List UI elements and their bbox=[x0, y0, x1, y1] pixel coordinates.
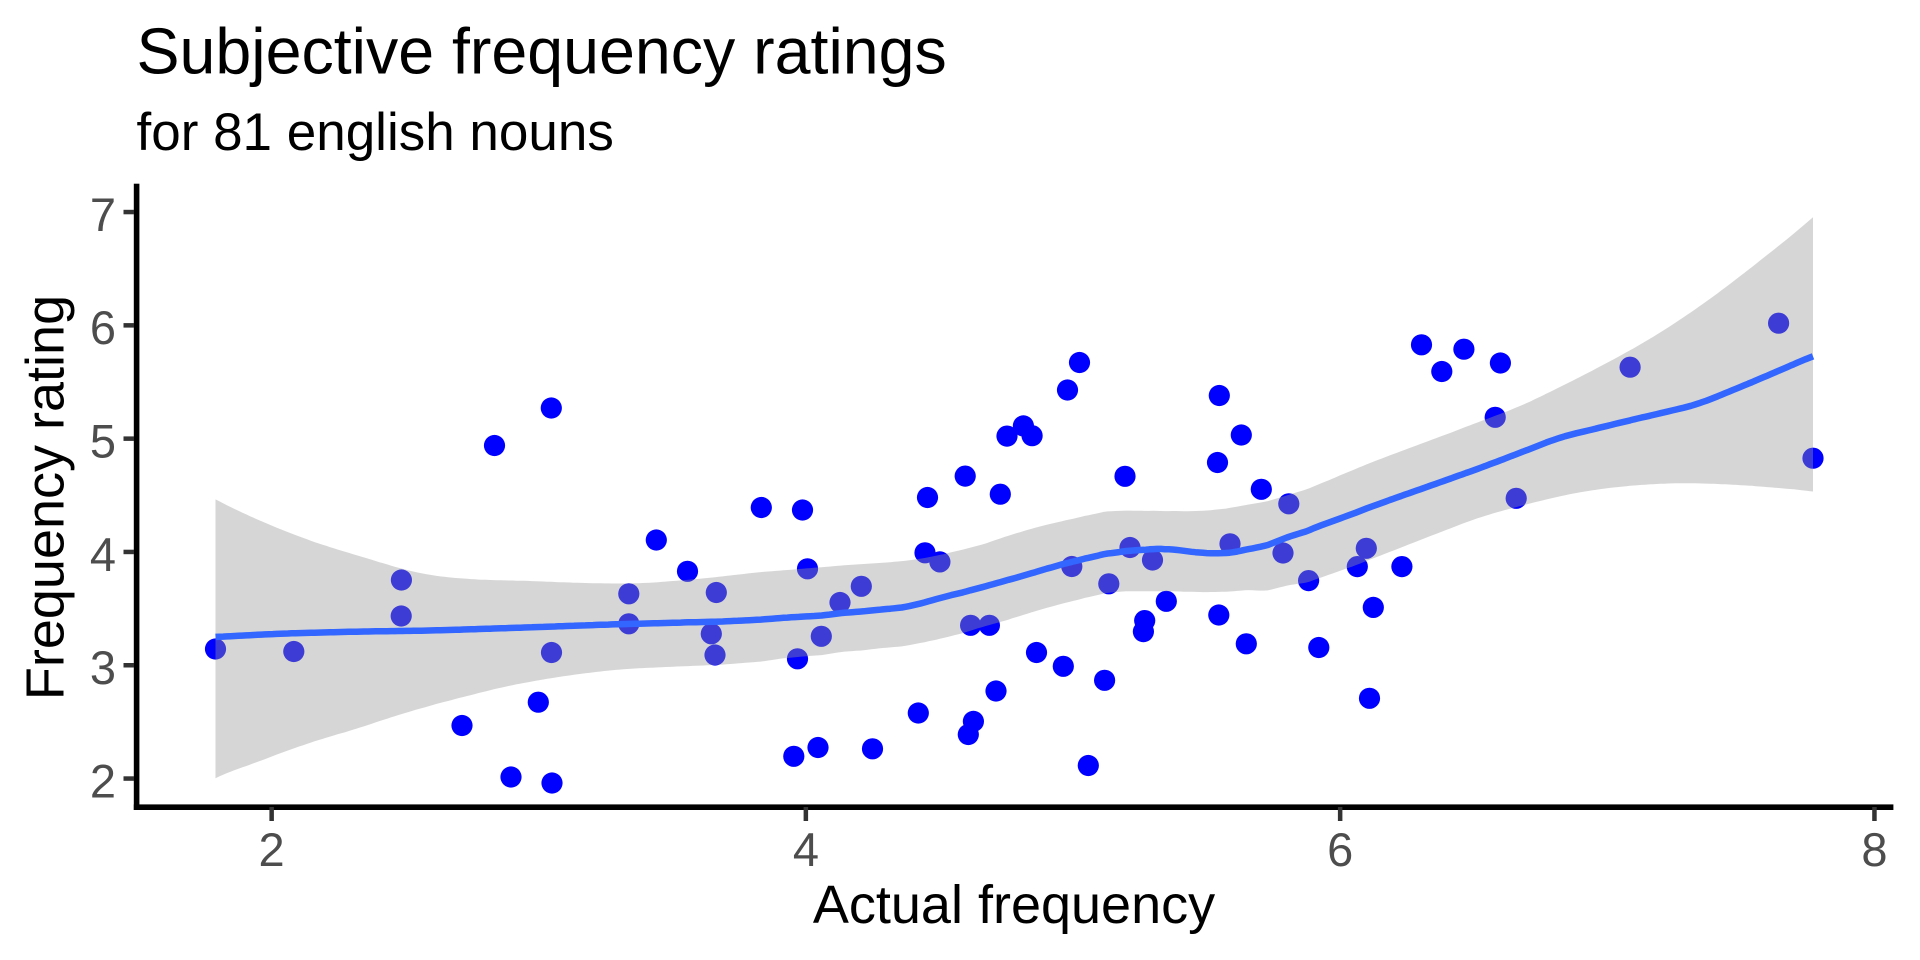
svg-text:for 81 english nouns: for 81 english nouns bbox=[137, 103, 614, 162]
svg-text:Frequency rating: Frequency rating bbox=[16, 295, 76, 700]
svg-text:2: 2 bbox=[90, 754, 116, 807]
svg-text:Actual frequency: Actual frequency bbox=[813, 875, 1215, 935]
svg-text:5: 5 bbox=[90, 414, 116, 467]
svg-text:3: 3 bbox=[90, 641, 116, 694]
svg-text:4: 4 bbox=[793, 823, 819, 876]
svg-text:7: 7 bbox=[90, 188, 116, 241]
svg-text:6: 6 bbox=[1327, 823, 1353, 876]
svg-text:Subjective frequency ratings: Subjective frequency ratings bbox=[137, 16, 947, 88]
svg-text:6: 6 bbox=[90, 301, 116, 354]
svg-text:8: 8 bbox=[1861, 823, 1887, 876]
svg-text:4: 4 bbox=[90, 528, 116, 581]
svg-text:2: 2 bbox=[259, 823, 285, 876]
